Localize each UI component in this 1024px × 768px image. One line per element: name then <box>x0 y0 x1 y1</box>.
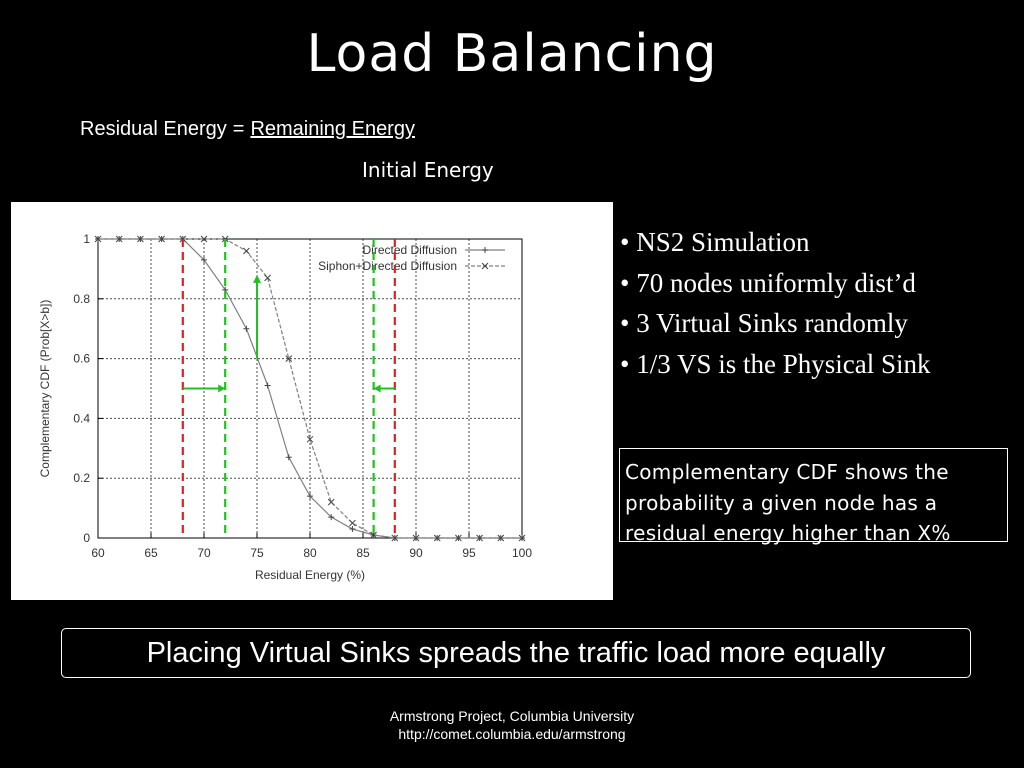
bullet-item: • 3 Virtual Sinks randomly <box>620 308 908 338</box>
bullet-item: • 1/3 VS is the Physical Sink <box>620 348 931 379</box>
data-point-x <box>433 534 441 542</box>
data-point-x <box>497 534 505 542</box>
bullet-list: • NS2 Simulation • 70 nodes uniformly di… <box>620 222 1020 384</box>
y-tick-label: 1 <box>83 232 90 246</box>
x-tick-label: 60 <box>91 546 105 560</box>
formula-numerator: Remaining Energy <box>250 118 415 140</box>
data-point-plus <box>307 493 313 500</box>
y-tick-label: 0.2 <box>73 471 90 485</box>
y-tick-label: 0.4 <box>73 411 90 425</box>
shift-arrow-head <box>218 384 226 393</box>
x-tick-label: 100 <box>512 546 532 560</box>
data-point-x <box>412 534 420 542</box>
data-point-x <box>94 235 102 243</box>
shift-arrow-head <box>373 384 381 393</box>
footer: Armstrong Project, Columbia University h… <box>0 707 1024 743</box>
footer-url: http://comet.columbia.edu/armstrong <box>398 726 626 742</box>
x-axis-label: Residual Energy (%) <box>255 568 365 582</box>
data-point-x <box>476 534 483 542</box>
formula-denominator: Initial Energy <box>362 158 494 182</box>
footer-affiliation: Armstrong Project, Columbia University <box>389 708 635 724</box>
data-point-x <box>455 534 462 542</box>
x-tick-label: 75 <box>250 546 264 560</box>
formula-equals: = <box>232 118 245 140</box>
data-point-plus <box>243 325 250 332</box>
y-axis-label: Complementary CDF (Prob[X>b]) <box>38 300 52 478</box>
conclusion-banner: Placing Virtual Sinks spreads the traffi… <box>61 628 971 678</box>
y-tick-label: 0 <box>83 531 90 545</box>
x-tick-label: 80 <box>303 546 317 560</box>
legend-label: Siphon+Directed Diffusion <box>318 259 457 273</box>
data-point-x <box>518 534 526 542</box>
bullet-item: • 70 nodes uniformly dist’d <box>620 267 916 298</box>
data-point-x <box>115 235 123 243</box>
x-tick-label: 70 <box>197 546 211 560</box>
y-tick-label: 0.6 <box>73 352 90 366</box>
data-point-plus <box>264 382 271 389</box>
data-point-x <box>243 247 250 255</box>
data-point-x <box>370 531 377 539</box>
legend-marker-plus <box>482 247 488 253</box>
data-point-x <box>327 498 335 506</box>
ccdf-explanation-box: Complementary CDF shows the probability … <box>619 448 1008 545</box>
x-tick-label: 65 <box>144 546 158 560</box>
data-point-x <box>391 534 399 542</box>
x-tick-label: 85 <box>356 546 370 560</box>
formula-lhs: Residual Energy <box>80 118 227 140</box>
data-point-plus <box>328 514 335 521</box>
data-point-x <box>285 355 293 362</box>
data-point-x <box>158 235 165 243</box>
data-point-x <box>200 235 208 243</box>
residual-energy-formula: Residual Energy = Remaining Energy <box>80 116 415 141</box>
chart-panel: 60 65 70 75 80 85 90 95 100 0 0.2 0.4 0.6 0.8 1 Residua… <box>11 202 613 600</box>
slide-title: Load Balancing <box>306 24 718 84</box>
y-tick-label: 0.8 <box>73 292 90 306</box>
data-point-x <box>137 235 144 243</box>
data-point-x <box>306 435 314 443</box>
x-tick-label: 95 <box>462 546 476 560</box>
legend-label: Directed Diffusion <box>363 243 458 257</box>
data-point-x <box>264 274 271 282</box>
legend-marker-x <box>481 262 489 270</box>
improvement-arrow-head <box>253 274 261 283</box>
x-tick-label: 90 <box>409 546 423 560</box>
data-point-plus <box>285 454 292 461</box>
data-point-x <box>349 519 356 527</box>
data-point-plus <box>349 526 356 533</box>
data-point-plus <box>201 256 207 263</box>
bullet-item: • NS2 Simulation <box>620 227 810 257</box>
ccdf-chart: 60 65 70 75 80 85 90 95 100 0 0.2 0.4 0.6 0.8 1 Residua… <box>38 232 532 582</box>
